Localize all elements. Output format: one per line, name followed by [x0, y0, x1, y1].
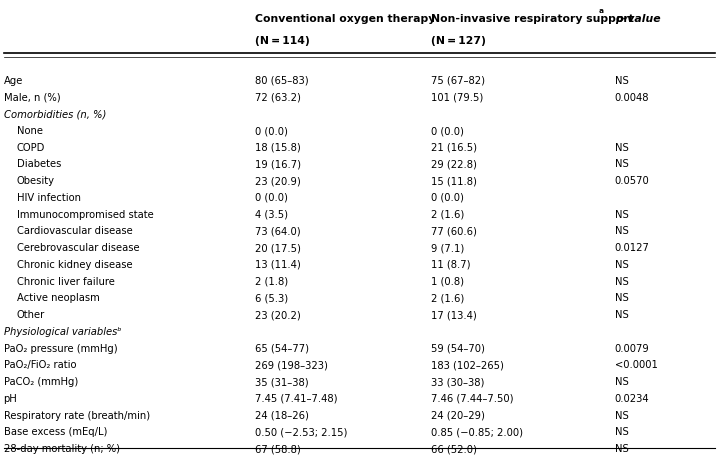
Text: 0 (0.0): 0 (0.0) — [255, 126, 288, 136]
Text: 2 (1.6): 2 (1.6) — [431, 210, 464, 220]
Text: Male, n (%): Male, n (%) — [4, 93, 60, 103]
Text: 21 (16.5): 21 (16.5) — [431, 143, 477, 153]
Text: Other: Other — [17, 310, 45, 320]
Text: NS: NS — [615, 159, 628, 170]
Text: 28-day mortality (n; %): 28-day mortality (n; %) — [4, 444, 119, 454]
Text: 67 (58.8): 67 (58.8) — [255, 444, 301, 454]
Text: 0.0234: 0.0234 — [615, 394, 649, 404]
Text: None: None — [17, 126, 42, 136]
Text: 33 (30–38): 33 (30–38) — [431, 377, 485, 387]
Text: Conventional oxygen therapy: Conventional oxygen therapy — [255, 14, 436, 24]
Text: 7.45 (7.41–7.48): 7.45 (7.41–7.48) — [255, 394, 338, 404]
Text: NS: NS — [615, 377, 628, 387]
Text: 24 (18–26): 24 (18–26) — [255, 411, 309, 421]
Text: 20 (17.5): 20 (17.5) — [255, 243, 301, 253]
Text: 2 (1.8): 2 (1.8) — [255, 277, 288, 287]
Text: PaO₂ pressure (mmHg): PaO₂ pressure (mmHg) — [4, 344, 117, 354]
Text: 75 (67–82): 75 (67–82) — [431, 76, 485, 86]
Text: (N = 127): (N = 127) — [431, 36, 486, 47]
Text: NS: NS — [615, 411, 628, 421]
Text: 13 (11.4): 13 (11.4) — [255, 260, 301, 270]
Text: 73 (64.0): 73 (64.0) — [255, 226, 301, 237]
Text: NS: NS — [615, 277, 628, 287]
Text: Age: Age — [4, 76, 23, 86]
Text: 77 (60.6): 77 (60.6) — [431, 226, 477, 237]
Text: 0 (0.0): 0 (0.0) — [431, 193, 464, 203]
Text: a: a — [598, 8, 603, 14]
Text: PaCO₂ (mmHg): PaCO₂ (mmHg) — [4, 377, 78, 387]
Text: 0.0079: 0.0079 — [615, 344, 649, 354]
Text: 6 (5.3): 6 (5.3) — [255, 293, 288, 304]
Text: pH: pH — [4, 394, 17, 404]
Text: NS: NS — [615, 310, 628, 320]
Text: NS: NS — [615, 293, 628, 304]
Text: 15 (11.8): 15 (11.8) — [431, 176, 477, 186]
Text: NS: NS — [615, 76, 628, 86]
Text: 183 (102–265): 183 (102–265) — [431, 360, 504, 371]
Text: (N = 114): (N = 114) — [255, 36, 310, 47]
Text: 29 (22.8): 29 (22.8) — [431, 159, 477, 170]
Text: Obesity: Obesity — [17, 176, 55, 186]
Text: Chronic kidney disease: Chronic kidney disease — [17, 260, 132, 270]
Text: 101 (79.5): 101 (79.5) — [431, 93, 484, 103]
Text: 0.85 (−0.85; 2.00): 0.85 (−0.85; 2.00) — [431, 427, 523, 438]
Text: PaO₂/FiO₂ ratio: PaO₂/FiO₂ ratio — [4, 360, 76, 371]
Text: HIV infection: HIV infection — [17, 193, 81, 203]
Text: Non-invasive respiratory support: Non-invasive respiratory support — [431, 14, 634, 24]
Text: 0.0048: 0.0048 — [615, 93, 649, 103]
Text: 0 (0.0): 0 (0.0) — [255, 193, 288, 203]
Text: Respiratory rate (breath/min): Respiratory rate (breath/min) — [4, 411, 150, 421]
Text: 59 (54–70): 59 (54–70) — [431, 344, 485, 354]
Text: 18 (15.8): 18 (15.8) — [255, 143, 301, 153]
Text: 80 (65–83): 80 (65–83) — [255, 76, 309, 86]
Text: 0 (0.0): 0 (0.0) — [431, 126, 464, 136]
Text: Cerebrovascular disease: Cerebrovascular disease — [17, 243, 139, 253]
Text: 17 (13.4): 17 (13.4) — [431, 310, 477, 320]
Text: 0.0127: 0.0127 — [615, 243, 650, 253]
Text: 72 (63.2): 72 (63.2) — [255, 93, 301, 103]
Text: 0.0570: 0.0570 — [615, 176, 649, 186]
Text: NS: NS — [615, 427, 628, 438]
Text: Physiological variablesᵇ: Physiological variablesᵇ — [4, 327, 122, 337]
Text: 35 (31–38): 35 (31–38) — [255, 377, 309, 387]
Text: Base excess (mEq/L): Base excess (mEq/L) — [4, 427, 107, 438]
Text: 7.46 (7.44–7.50): 7.46 (7.44–7.50) — [431, 394, 514, 404]
Text: NS: NS — [615, 444, 628, 454]
Text: NS: NS — [615, 226, 628, 237]
Text: Diabetes: Diabetes — [17, 159, 61, 170]
Text: 4 (3.5): 4 (3.5) — [255, 210, 288, 220]
Text: NS: NS — [615, 260, 628, 270]
Text: Chronic liver failure: Chronic liver failure — [17, 277, 114, 287]
Text: p-value: p-value — [615, 14, 660, 24]
Text: Immunocompromised state: Immunocompromised state — [17, 210, 153, 220]
Text: 24 (20–29): 24 (20–29) — [431, 411, 485, 421]
Text: NS: NS — [615, 143, 628, 153]
Text: 2 (1.6): 2 (1.6) — [431, 293, 464, 304]
Text: Comorbidities (n, %): Comorbidities (n, %) — [4, 109, 106, 120]
Text: <0.0001: <0.0001 — [615, 360, 658, 371]
Text: 0.50 (−2.53; 2.15): 0.50 (−2.53; 2.15) — [255, 427, 347, 438]
Text: 23 (20.9): 23 (20.9) — [255, 176, 301, 186]
Text: NS: NS — [615, 210, 628, 220]
Text: 66 (52.0): 66 (52.0) — [431, 444, 477, 454]
Text: 23 (20.2): 23 (20.2) — [255, 310, 301, 320]
Text: 65 (54–77): 65 (54–77) — [255, 344, 309, 354]
Text: 9 (7.1): 9 (7.1) — [431, 243, 464, 253]
Text: COPD: COPD — [17, 143, 45, 153]
Text: 11 (8.7): 11 (8.7) — [431, 260, 471, 270]
Text: Active neoplasm: Active neoplasm — [17, 293, 99, 304]
Text: 1 (0.8): 1 (0.8) — [431, 277, 464, 287]
Text: 269 (198–323): 269 (198–323) — [255, 360, 328, 371]
Text: 19 (16.7): 19 (16.7) — [255, 159, 301, 170]
Text: Cardiovascular disease: Cardiovascular disease — [17, 226, 132, 237]
